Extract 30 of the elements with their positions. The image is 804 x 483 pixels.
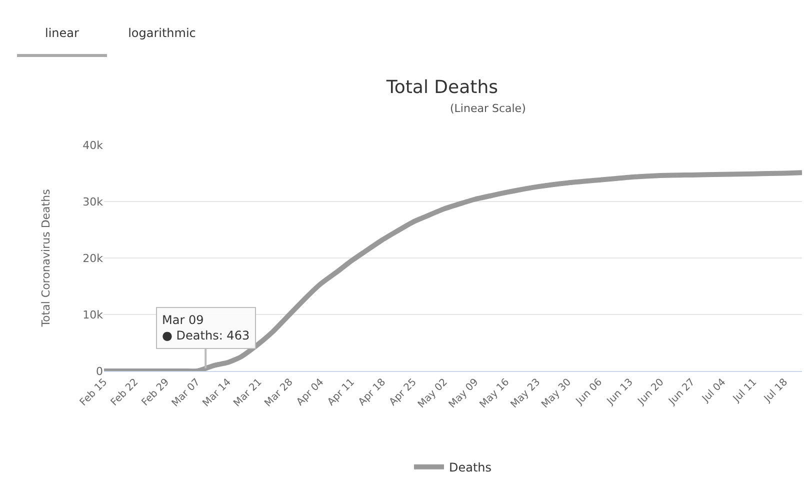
x-tick-label: Mar 14 [200,376,234,410]
x-tick-label: Feb 22 [109,376,141,408]
legend-label: Deaths [449,460,492,475]
chart-subtitle: (Linear Scale) [450,102,526,115]
chart-title: Total Deaths [385,77,498,98]
x-tick-label: Mar 07 [170,376,202,410]
annotation: Mar 09 ● Deaths: 463 [162,313,250,343]
x-tick-label: Apr 04 [294,376,326,408]
x-tick-label: Jul 18 [762,376,790,406]
y-tick-label: 40k [82,138,104,152]
x-tick-label: Apr 11 [326,376,358,408]
y-tick-label: 10k [82,308,104,322]
x-tick-label: Apr 18 [356,376,388,408]
text: linear [17,26,107,57]
text: logarithmic [127,26,197,42]
y-axis-title: Total Coronavirus Deaths [39,188,52,328]
x-tick-label: Mar 28 [262,376,296,410]
x-tick-label: Jun 06 [574,376,604,408]
x-tick-label: Jul 04 [700,376,728,406]
x-tick-label: Jul 11 [730,376,760,406]
x-tick-label: Mar 21 [232,376,264,410]
x-tick-label: Jun 13 [604,376,636,408]
y-tick-label: 30k [82,195,104,208]
x-tick-label: Feb 15 [78,376,110,408]
x-tick-label: Feb 29 [140,376,172,408]
x-tick-label: Jun 27 [666,376,698,408]
y-tick-label: 0 [96,364,103,378]
x-tick-label: Jun 20 [636,376,666,408]
y-tick-label: 20k [82,252,104,265]
x-tick-label: Apr 25 [388,376,419,408]
